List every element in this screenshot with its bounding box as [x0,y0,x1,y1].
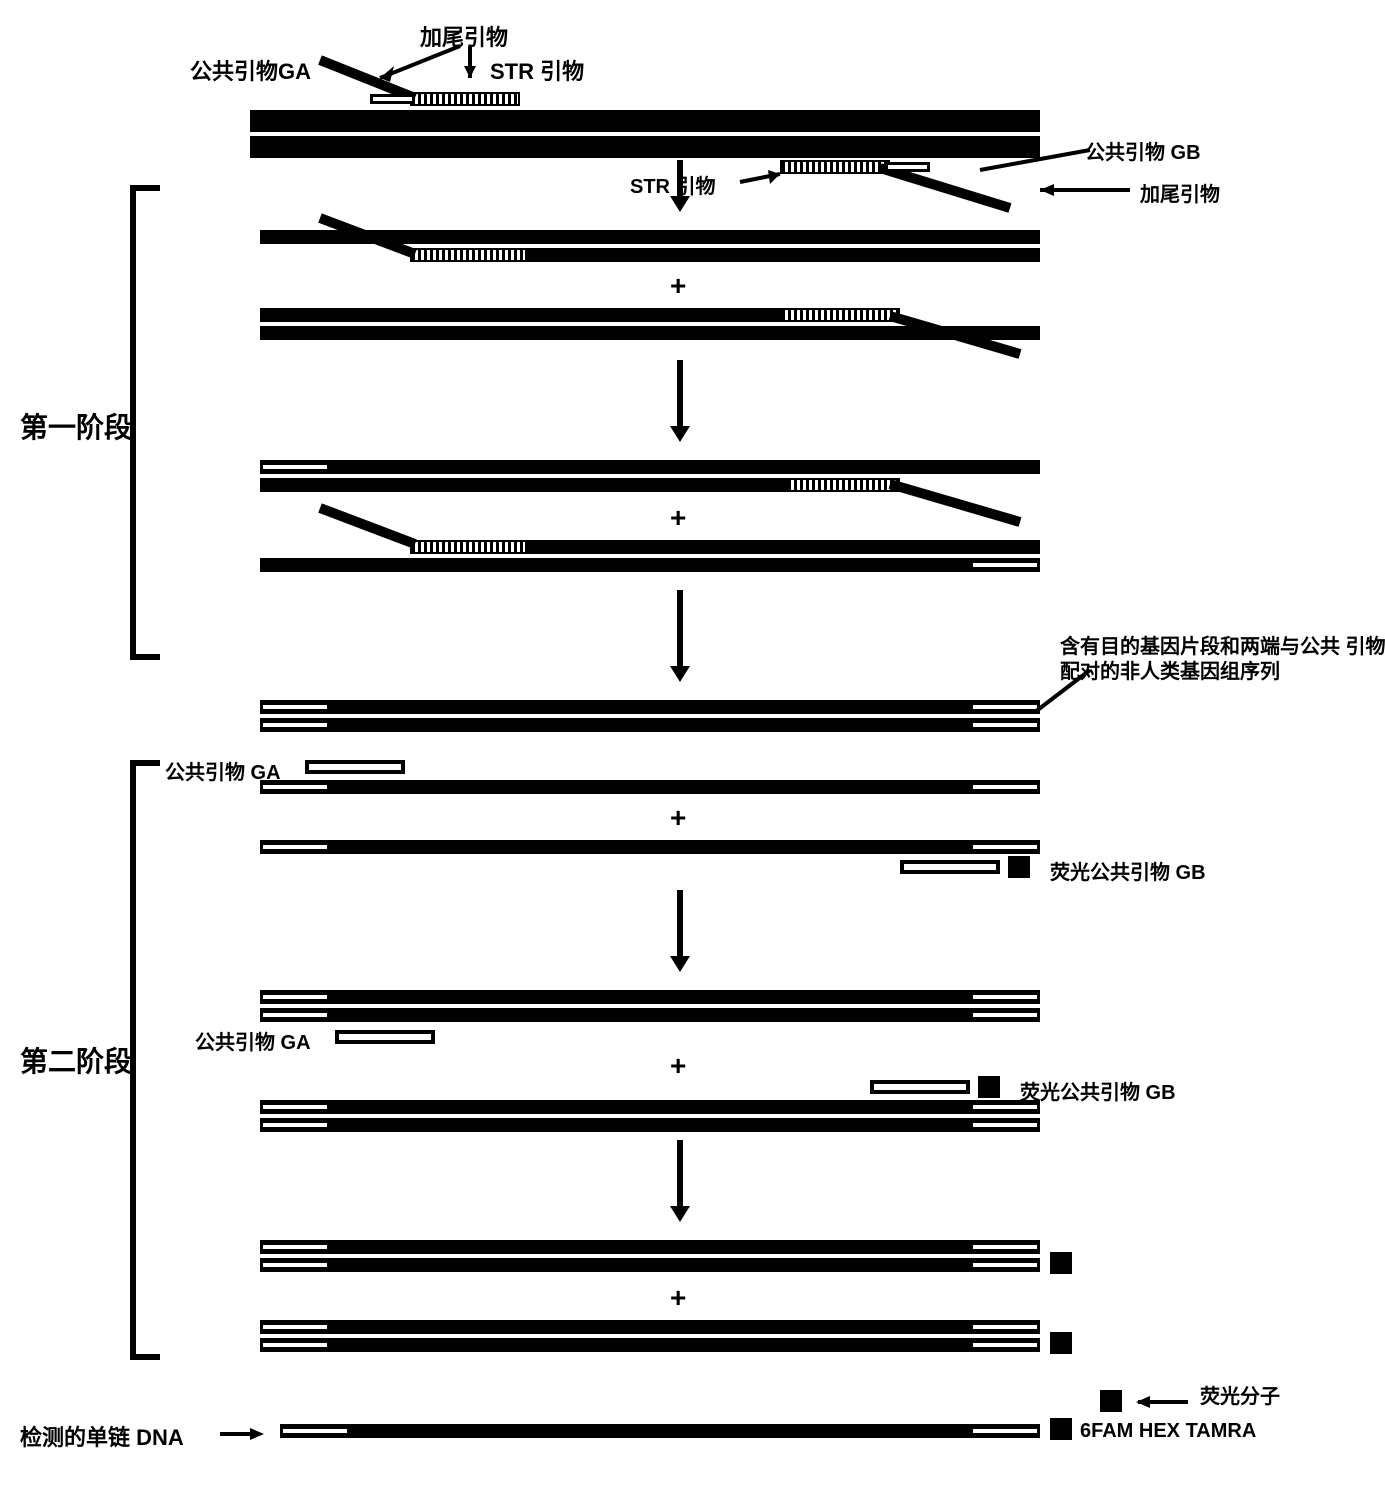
fin-a-bot-tag-r [970,1260,1040,1270]
template-top-strand [250,110,1040,132]
fin-a-top [260,1240,1040,1254]
s3a-tag-r [970,992,1040,1002]
fluor-dot-1 [1008,856,1030,878]
label-ga-mid-2: 公共引物 GA [195,1026,311,1055]
down-arrow-2 [660,360,700,450]
label-middle-note: 含有目的基因片段和两端与公共 引物配对的非人类基因组序列 [1060,635,1385,685]
p2a-top [260,460,1040,474]
fin-b-tag-l [260,1322,330,1332]
down-arrow-4 [660,890,700,980]
p1a-tail [320,218,430,263]
plus-3: + [670,802,686,834]
s2b-bot-tag-r [970,842,1040,852]
phase1-bracket-bot [130,654,160,660]
p2b-bottom-tag-r [970,560,1040,570]
p1b-bottom [260,326,1040,340]
legend-fluor-arrow [1128,1390,1198,1414]
pcr-flow-diagram: 加尾引物 公共引物GA STR 引物 STR 引物 公共引物 GB 加尾引物 [20,20,1365,1473]
label-fluor-molecule: 荧光分子 [1200,1380,1280,1409]
mid-top-tag-l [260,702,330,712]
label-gb-fluor-1: 荧光公共引物 GB [1050,856,1206,885]
label-fluor-types: 6FAM HEX TAMRA [1080,1420,1256,1443]
p2a-top-tag-l [260,462,330,472]
s3b-top [260,1100,1040,1114]
label-phase2: 第二阶段 [20,1040,132,1080]
s2a-top [260,780,1040,794]
p1b-primer [780,308,900,322]
fin-b-bot-tag-l [260,1340,330,1350]
p2b-ext [525,540,1040,554]
s3b-tag-l [260,1102,330,1112]
template-bottom-strand [250,136,1040,158]
fin-b-top [260,1320,1040,1334]
detected-ssdna-strand [280,1424,1040,1438]
down-arrow-5 [660,1140,700,1230]
s3a-bot-tag-r [970,1010,1040,1020]
fin-a-bot-tag-l [260,1260,330,1270]
plus-2: + [670,502,686,534]
s3a-tag-l [260,992,330,1002]
ga-primer-2 [335,1030,435,1044]
gb-primer-2 [870,1080,970,1094]
s2b-bot-tag-l [260,842,330,852]
p2a-ext [260,478,790,492]
s2b-bot [260,840,1040,854]
fin-a-tag-r [970,1242,1040,1252]
fluor-dot-3 [1050,1252,1072,1274]
label-phase1: 第一阶段 [20,406,132,446]
s3a-top [260,990,1040,1004]
s3b-bot-tag-r [970,1120,1040,1130]
p1b-ext [260,308,790,322]
down-arrow-1 [660,160,700,220]
fluor-dot-5 [1050,1418,1072,1440]
gb-primer-1 [900,860,1000,874]
p2b-bottom [260,558,1040,572]
label-public-primer-ga-top: 公共引物GA [190,54,311,86]
mid-top [260,700,1040,714]
phase2-bracket-bot [130,1354,160,1360]
tail-primer-right-arrow [1030,180,1140,200]
p2b-tail [320,508,430,553]
p2a-primer [780,478,900,492]
s2a-top-tag-l [260,782,330,792]
fin-b-bot [260,1338,1040,1352]
label-tail-primer-right: 加尾引物 [1140,178,1220,207]
plus-1: + [670,270,686,302]
fin-a-tag-l [260,1242,330,1252]
plus-5: + [670,1282,686,1314]
fin-a-bot [260,1258,1040,1272]
p1a-ext [525,248,1040,262]
fluor-dot-2 [978,1076,1000,1098]
str-primer-bottom-arrow [740,170,800,200]
label-public-primer-gb: 公共引物 GB [1085,136,1201,165]
detected-tag-l [280,1426,350,1436]
down-arrow-3 [660,590,700,690]
mid-top-tag-r [970,702,1040,712]
s3b-bot-tag-l [260,1120,330,1130]
ga-primer-1 [305,760,405,774]
label-detected-ssdna: 检测的单链 DNA [20,1420,184,1452]
detected-tag-r [970,1426,1040,1436]
fluor-dot-4 [1050,1332,1072,1354]
detected-arrow [220,1422,270,1446]
top-primer-open [370,94,415,104]
label-gb-fluor-2: 荧光公共引物 GB [1020,1076,1176,1105]
fin-b-tag-r [970,1322,1040,1332]
bottom-primer-open [885,162,930,172]
p2a-tail [890,476,1040,531]
legend-fluor-square [1100,1390,1122,1412]
s3a-bot [260,1008,1040,1022]
s3b-bot [260,1118,1040,1132]
mid-bot-tag-l [260,720,330,730]
mid-bot-tag-r [970,720,1040,730]
s3b-tag-r [970,1102,1040,1112]
fin-b-bot-tag-r [970,1340,1040,1350]
s2a-top-tag-r [970,782,1040,792]
mid-bot [260,718,1040,732]
middle-note-line1: 含有目的基因片段和两端与公共 引物配对的非人类基因组序列 [1060,636,1385,683]
plus-4: + [670,1050,686,1082]
s3a-bot-tag-l [260,1010,330,1020]
